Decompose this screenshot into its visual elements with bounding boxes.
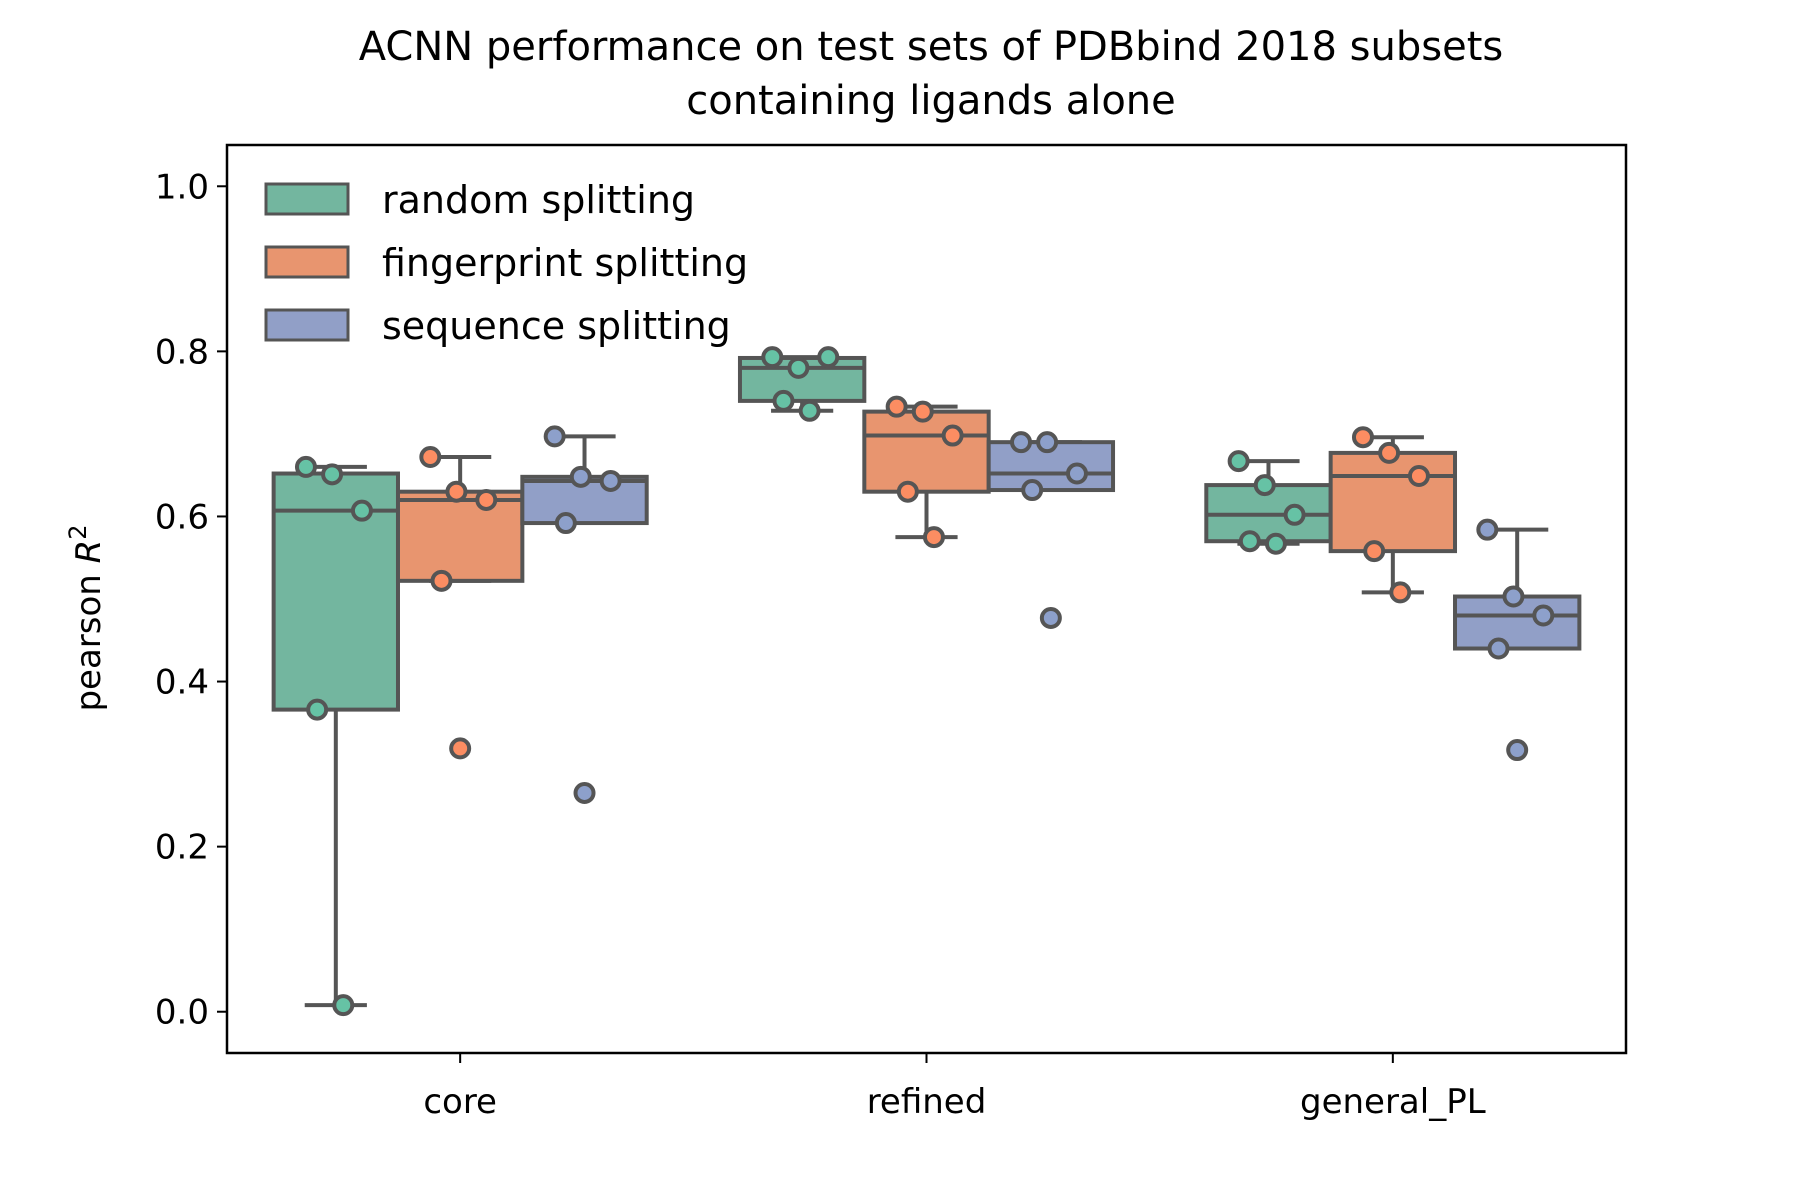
data-point bbox=[911, 400, 934, 423]
box-core-1 bbox=[271, 455, 400, 1017]
legend-swatch bbox=[264, 182, 350, 216]
legend-swatch bbox=[264, 308, 350, 342]
outlier-point bbox=[449, 737, 472, 760]
y-axis-label-variable: R bbox=[69, 540, 109, 564]
legend-item-3: sequence splitting bbox=[264, 304, 731, 348]
data-point bbox=[419, 446, 442, 469]
y-tick-label: 0.4 bbox=[155, 663, 209, 703]
x-tick-label: core bbox=[423, 1082, 497, 1122]
outlier-point bbox=[1039, 606, 1062, 629]
box-general_PL-1 bbox=[1204, 450, 1333, 555]
x-tick-label: general_PL bbox=[1300, 1082, 1486, 1122]
y-tick-label: 0.8 bbox=[155, 332, 209, 372]
data-point bbox=[1389, 581, 1412, 604]
box-general_PL-3 bbox=[1453, 518, 1582, 762]
data-point bbox=[922, 526, 945, 549]
data-point bbox=[772, 389, 795, 412]
box-refined-3 bbox=[986, 431, 1116, 629]
x-tick-label: refined bbox=[867, 1082, 987, 1122]
data-point bbox=[321, 463, 344, 486]
legend-item-2: fingerprint splitting bbox=[264, 241, 748, 285]
data-point bbox=[1487, 637, 1510, 660]
y-axis-label: pearson R2 bbox=[64, 524, 109, 711]
data-point bbox=[1532, 604, 1555, 627]
data-point bbox=[761, 346, 784, 369]
data-point bbox=[332, 994, 355, 1017]
chart-title-line-2: containing ligands alone bbox=[686, 78, 1176, 124]
data-point bbox=[798, 399, 821, 422]
box-body bbox=[1328, 450, 1458, 554]
data-point bbox=[445, 480, 468, 503]
y-tick-label: 1.0 bbox=[155, 167, 209, 207]
legend-item-1: random splitting bbox=[264, 178, 695, 222]
data-point bbox=[475, 488, 498, 511]
box-refined-2 bbox=[862, 395, 991, 549]
data-point bbox=[1407, 465, 1430, 488]
data-point bbox=[1227, 450, 1250, 473]
box-body bbox=[271, 471, 400, 712]
y-axis-label-prefix: pearson bbox=[69, 563, 109, 711]
data-point bbox=[1502, 585, 1525, 608]
data-point bbox=[294, 455, 317, 478]
legend-label: sequence splitting bbox=[382, 304, 731, 348]
data-point bbox=[306, 698, 329, 721]
data-point bbox=[896, 480, 919, 503]
y-tick-label: 0.0 bbox=[155, 993, 209, 1033]
data-point bbox=[430, 569, 453, 592]
data-point bbox=[599, 469, 622, 492]
plot-area: 0.0 0.2 0.4 0.6 0.8 1.0 core refined general_PL bbox=[155, 143, 1628, 1122]
data-point bbox=[1010, 431, 1033, 454]
y-axis-label-superscript: 2 bbox=[64, 524, 92, 539]
data-point bbox=[787, 356, 810, 379]
data-point bbox=[1253, 474, 1276, 497]
outlier-point bbox=[1506, 739, 1529, 762]
legend-swatch bbox=[264, 245, 350, 279]
box-core-2 bbox=[395, 446, 525, 760]
data-point bbox=[817, 346, 840, 369]
data-point bbox=[1476, 518, 1499, 541]
data-point bbox=[543, 425, 566, 448]
data-point bbox=[885, 395, 908, 418]
box-general_PL-2 bbox=[1328, 426, 1458, 604]
legend-label: random splitting bbox=[382, 178, 695, 222]
data-point bbox=[1283, 503, 1306, 526]
y-tick-label: 0.6 bbox=[155, 497, 209, 537]
data-point bbox=[350, 499, 373, 522]
data-point bbox=[941, 424, 964, 447]
data-point bbox=[1036, 431, 1059, 454]
box-body bbox=[986, 440, 1116, 493]
chart-title-line-1: ACNN performance on test sets of PDBbind… bbox=[359, 24, 1503, 70]
data-point bbox=[569, 465, 592, 488]
data-point bbox=[554, 512, 577, 535]
box-refined-1 bbox=[737, 346, 867, 422]
legend: random splitting fingerprint splitting seq… bbox=[264, 178, 748, 348]
data-point bbox=[1065, 462, 1088, 485]
data-point bbox=[1351, 426, 1374, 449]
outlier-point bbox=[573, 781, 596, 804]
box-core-3 bbox=[520, 425, 649, 804]
legend-label: fingerprint splitting bbox=[382, 241, 748, 285]
data-point bbox=[1363, 540, 1386, 563]
box-body bbox=[862, 409, 991, 494]
data-point bbox=[1378, 441, 1401, 464]
y-tick-label: 0.2 bbox=[155, 828, 209, 868]
box-body bbox=[395, 489, 525, 583]
box-body bbox=[520, 474, 649, 526]
data-point bbox=[1021, 479, 1044, 502]
plot-frame bbox=[225, 143, 1628, 1055]
data-point bbox=[1238, 530, 1261, 553]
data-point bbox=[1264, 532, 1287, 555]
